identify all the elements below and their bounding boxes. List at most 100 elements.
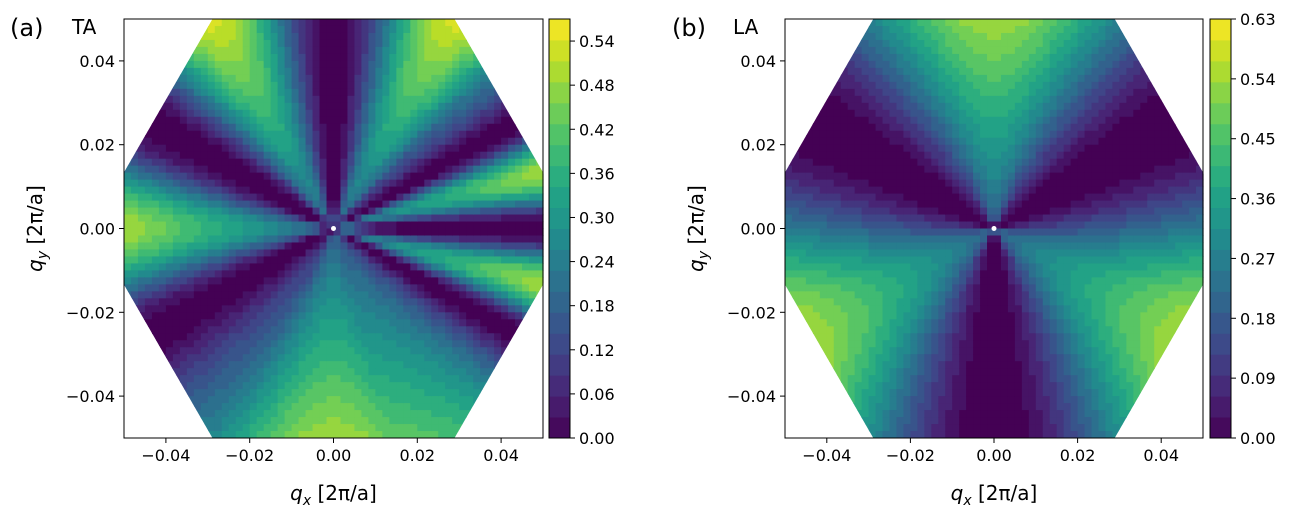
contour-cell: [298, 207, 307, 216]
contour-cell: [480, 431, 488, 438]
contour-cell: [536, 270, 544, 278]
contour-cell: [277, 403, 286, 411]
contour-cell: [242, 361, 251, 369]
contour-cell: [494, 130, 502, 139]
contour-cell: [931, 375, 939, 383]
contour-cell: [785, 354, 793, 362]
contour-cell: [452, 256, 460, 265]
contour-cell: [193, 410, 202, 418]
contour-cell: [284, 340, 293, 348]
contour-cell: [840, 186, 849, 195]
contour-cell: [431, 242, 439, 251]
contour-cell: [417, 158, 425, 167]
contour-cell: [473, 347, 481, 355]
contour-cell: [480, 123, 488, 132]
contour-cell: [277, 25, 286, 34]
contour-cell: [291, 263, 300, 271]
contour-cell: [875, 207, 884, 216]
contour-cell: [536, 32, 544, 41]
contour-cell: [144, 382, 153, 390]
contour-cell: [459, 368, 467, 376]
contour-cell: [494, 67, 502, 76]
contour-cell: [515, 305, 523, 313]
contour-cell: [931, 95, 939, 104]
contour-cell: [361, 39, 370, 48]
contour-cell: [473, 382, 481, 390]
contour-cell: [494, 277, 502, 285]
contour-cell: [186, 81, 195, 90]
contour-cell: [284, 109, 293, 118]
contour-cell: [277, 165, 286, 174]
contour-cell: [833, 291, 842, 299]
contour-cell: [137, 81, 146, 90]
contour-cell: [508, 361, 516, 369]
contour-cell: [501, 235, 509, 244]
contour-cell: [179, 123, 188, 132]
contour-cell: [819, 67, 828, 76]
contour-cell: [319, 74, 328, 83]
contour-cell: [151, 102, 160, 111]
contour-cell: [508, 88, 516, 97]
contour-cell: [847, 417, 856, 425]
contour-cell: [200, 19, 209, 27]
contour-cell: [508, 375, 516, 383]
contour-cell: [256, 361, 265, 369]
contour-cell: [424, 389, 432, 397]
contour-cell: [910, 319, 918, 327]
contour-cell: [361, 424, 370, 432]
contour-cell: [319, 326, 328, 334]
contour-cell: [473, 242, 481, 251]
contour-cell: [805, 67, 814, 76]
contour-cell: [144, 277, 153, 285]
contour-cell: [791, 270, 800, 278]
contour-cell: [277, 263, 286, 271]
contour-cell: [410, 312, 418, 320]
contour-cell: [396, 354, 404, 362]
contour-cell: [263, 256, 272, 265]
contour-cell: [396, 291, 404, 299]
contour-cell: [819, 60, 828, 69]
contour-cell: [812, 319, 821, 327]
contour-cell: [861, 333, 870, 341]
contour-cell: [875, 263, 884, 271]
contour-cell: [466, 172, 474, 181]
contour-cell: [124, 151, 132, 160]
contour-cell: [298, 277, 307, 285]
contour-cell: [536, 284, 544, 292]
contour-cell: [501, 298, 509, 306]
contour-cell: [130, 109, 139, 118]
contour-cell: [805, 291, 814, 299]
contour-cell: [235, 228, 244, 237]
contour-cell: [487, 200, 495, 209]
contour-cell: [501, 186, 509, 195]
contour-cell: [452, 396, 460, 404]
contour-cell: [179, 263, 188, 271]
contour-cell: [151, 32, 160, 41]
contour-cell: [785, 410, 793, 418]
contour-cell: [172, 221, 181, 230]
contour-cell: [235, 249, 244, 258]
contour-cell: [200, 116, 209, 125]
contour-cell: [854, 46, 863, 55]
contour-cell: [819, 417, 828, 425]
contour-cell: [193, 130, 202, 139]
contour-cell: [221, 228, 230, 237]
contour-cell: [228, 137, 237, 146]
contour-cell: [193, 39, 202, 48]
contour-cell: [207, 277, 216, 285]
contour-cell: [305, 347, 314, 355]
contour-cell: [515, 123, 523, 132]
contour-cell: [798, 32, 807, 41]
contour-cell: [368, 256, 376, 265]
contour-cell: [284, 389, 293, 397]
contour-cell: [277, 179, 286, 188]
contour-cell: [480, 207, 488, 216]
contour-cell: [347, 361, 356, 369]
panel-title-b: LA: [733, 15, 759, 39]
contour-cell: [228, 158, 237, 167]
contour-cell: [417, 172, 425, 181]
contour-cell: [452, 88, 460, 97]
contour-cell: [326, 81, 335, 90]
contour-cell: [186, 25, 195, 34]
contour-cell: [284, 291, 293, 299]
